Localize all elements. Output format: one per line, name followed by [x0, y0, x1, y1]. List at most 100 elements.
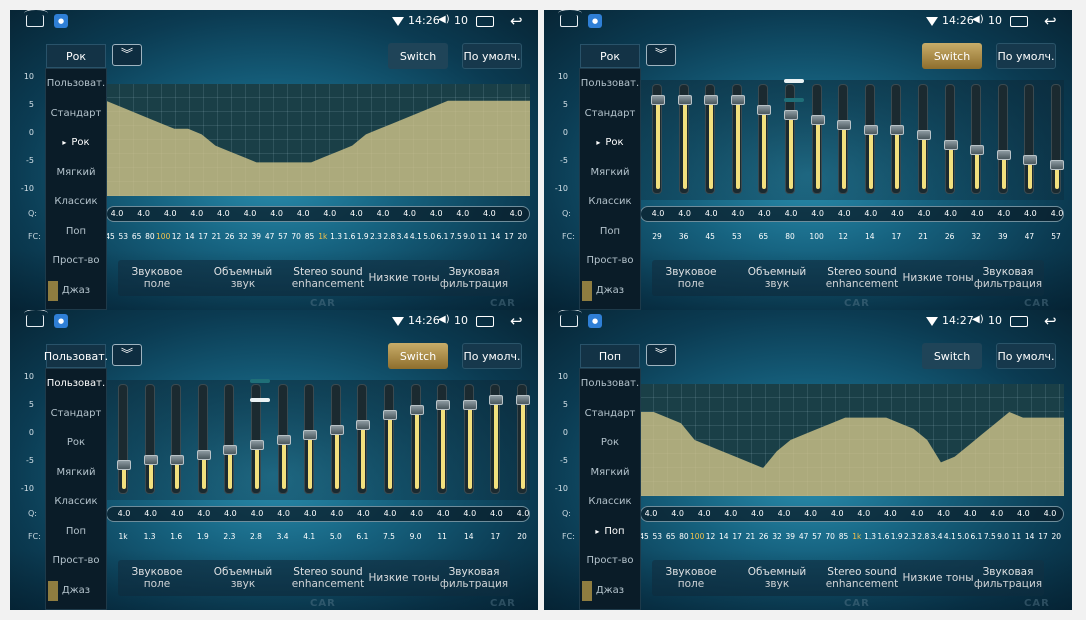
q-value[interactable]: 4.0: [704, 209, 718, 218]
sound-tab[interactable]: Низкие тоны: [368, 272, 440, 284]
sound-tab[interactable]: Звуковое поле: [131, 266, 183, 290]
eq-band-slider[interactable]: [516, 384, 530, 494]
q-value[interactable]: 4.0: [731, 209, 745, 218]
q-value[interactable]: 4.0: [830, 509, 844, 518]
default-button[interactable]: По умолч.: [462, 343, 522, 369]
q-value[interactable]: 4.0: [1024, 209, 1037, 218]
eq-band-slider[interactable]: [409, 384, 424, 494]
eq-band-slider[interactable]: [863, 84, 878, 194]
app-icon[interactable]: ●: [588, 314, 602, 328]
preset-menu-item[interactable]: Классик: [588, 196, 632, 208]
slider-knob[interactable]: [970, 145, 985, 155]
home-icon[interactable]: [560, 15, 578, 27]
q-value[interactable]: 4.0: [296, 209, 310, 218]
q-value[interactable]: 4.0: [163, 209, 177, 218]
slider-knob[interactable]: [356, 420, 371, 430]
preset-menu-item[interactable]: Рок: [580, 128, 640, 158]
q-value[interactable]: 4.0: [250, 509, 264, 518]
slider-knob[interactable]: [462, 400, 477, 410]
eq-band-slider[interactable]: [784, 84, 798, 194]
slider-knob[interactable]: [651, 95, 665, 105]
q-value[interactable]: 4.0: [751, 509, 764, 518]
q-value[interactable]: 4.0: [137, 209, 150, 218]
preset-menu-item[interactable]: Мягкий: [590, 166, 630, 178]
q-value[interactable]: 4.0: [963, 509, 977, 518]
eq-band-slider[interactable]: [329, 384, 344, 494]
slider-knob[interactable]: [757, 105, 772, 115]
q-value[interactable]: 4.0: [811, 209, 824, 218]
q-value[interactable]: 4.0: [270, 209, 283, 218]
q-value[interactable]: 4.0: [110, 209, 124, 218]
preset-menu-item[interactable]: Поп: [599, 225, 621, 237]
sound-tab[interactable]: Звуковое поле: [131, 566, 183, 590]
q-value[interactable]: 4.0: [436, 509, 450, 518]
chevron-down-icon[interactable]: ︾: [112, 344, 142, 366]
q-value[interactable]: 4.0: [323, 209, 337, 218]
q-value[interactable]: 4.0: [697, 509, 711, 518]
q-value[interactable]: 4.0: [224, 509, 237, 518]
recent-apps-icon[interactable]: [476, 16, 494, 27]
eq-band-slider[interactable]: [143, 384, 158, 494]
sound-tab[interactable]: Низкие тоны: [902, 572, 974, 584]
preset-menu-item[interactable]: Пользоват.: [580, 378, 640, 390]
q-value[interactable]: 4.0: [383, 509, 397, 518]
default-button[interactable]: По умолч.: [996, 343, 1056, 369]
q-value[interactable]: 4.0: [170, 509, 184, 518]
slider-knob[interactable]: [917, 130, 931, 140]
slider-knob[interactable]: [837, 120, 852, 130]
eq-curve-graph[interactable]: [106, 84, 530, 196]
q-value[interactable]: 4.0: [303, 509, 317, 518]
preset-selector[interactable]: Рок: [580, 44, 640, 68]
q-value[interactable]: 4.0: [724, 509, 738, 518]
eq-band-slider[interactable]: [117, 384, 131, 494]
back-icon[interactable]: ↩: [510, 12, 523, 30]
preset-menu-item[interactable]: Рок: [66, 437, 86, 449]
preset-menu-item[interactable]: Классик: [54, 496, 98, 508]
q-value[interactable]: 4.0: [671, 509, 684, 518]
page-dot[interactable]: [784, 79, 804, 83]
slider-knob[interactable]: [436, 400, 451, 410]
preset-menu-item[interactable]: Мягкий: [56, 466, 96, 478]
sound-tab[interactable]: Объемный звук: [747, 566, 807, 590]
eq-band-slider[interactable]: [436, 384, 451, 494]
switch-button[interactable]: Switch: [388, 343, 448, 369]
q-value[interactable]: 4.0: [243, 209, 257, 218]
home-icon[interactable]: [560, 315, 578, 327]
sound-tab[interactable]: Низкие тоны: [902, 272, 974, 284]
q-value[interactable]: 4.0: [1050, 209, 1064, 218]
q-value[interactable]: 4.0: [857, 509, 871, 518]
slider-knob[interactable]: [943, 140, 958, 150]
recent-apps-icon[interactable]: [1010, 16, 1028, 27]
eq-band-slider[interactable]: [677, 84, 692, 194]
eq-band-slider[interactable]: [196, 384, 211, 494]
slider-knob[interactable]: [383, 410, 397, 420]
q-value[interactable]: 4.0: [837, 209, 851, 218]
slider-knob[interactable]: [329, 425, 344, 435]
q-value[interactable]: 4.0: [910, 509, 924, 518]
preset-selector[interactable]: Рок: [46, 44, 106, 68]
q-value[interactable]: 4.0: [376, 209, 390, 218]
q-value[interactable]: 4.0: [891, 209, 904, 218]
page-dot[interactable]: [250, 379, 270, 383]
q-value[interactable]: 4.0: [884, 509, 897, 518]
q-value[interactable]: 4.0: [1043, 509, 1057, 518]
eq-band-slider[interactable]: [757, 84, 772, 194]
q-value[interactable]: 4.0: [357, 509, 370, 518]
slider-knob[interactable]: [250, 440, 264, 450]
page-dot[interactable]: [250, 398, 270, 402]
sound-tab[interactable]: Звуковая фильтрация: [973, 266, 1043, 290]
preset-menu-item[interactable]: Поп: [580, 517, 640, 547]
preset-menu-item[interactable]: Поп: [65, 525, 87, 537]
sound-tab[interactable]: Низкие тоны: [368, 572, 440, 584]
q-value[interactable]: 4.0: [509, 209, 523, 218]
sound-tab[interactable]: Stereo sound enhancement: [291, 266, 365, 290]
preset-menu-item[interactable]: Пользоват.: [580, 78, 640, 90]
slider-knob[interactable]: [890, 125, 905, 135]
sound-tab[interactable]: Stereo sound enhancement: [825, 566, 899, 590]
q-value[interactable]: 4.0: [117, 509, 131, 518]
sound-tab[interactable]: Звуковая фильтрация: [973, 566, 1043, 590]
eq-band-slider[interactable]: [996, 84, 1011, 194]
back-icon[interactable]: ↩: [1044, 312, 1057, 330]
sound-tab[interactable]: Звуковое поле: [665, 566, 717, 590]
preset-menu-item[interactable]: Рок: [600, 437, 620, 449]
